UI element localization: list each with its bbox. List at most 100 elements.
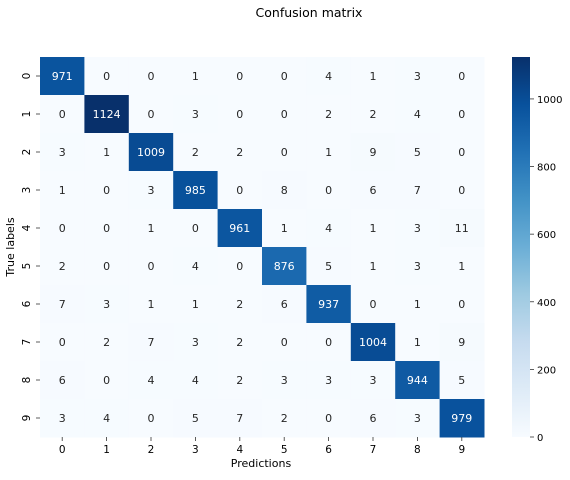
heatmap-cell-3-3 xyxy=(173,171,219,210)
heatmap-cell-4-1 xyxy=(84,209,130,248)
cell-value-label-9-6: 0 xyxy=(325,412,332,425)
heatmap-cell-2-3 xyxy=(173,133,219,172)
heatmap-cell-0-8 xyxy=(395,57,441,96)
cell-value-label-5-6: 5 xyxy=(325,260,332,273)
heatmap-cell-1-6 xyxy=(306,95,352,134)
cell-value-label-4-7: 1 xyxy=(370,222,377,235)
heatmap-cell-3-5 xyxy=(262,171,307,210)
cell-value-label-8-3: 4 xyxy=(192,374,199,387)
cell-value-label-2-8: 5 xyxy=(414,146,421,159)
heatmap-cell-8-6 xyxy=(306,361,352,400)
cell-value-label-6-7: 0 xyxy=(370,298,377,311)
cell-value-label-7-6: 0 xyxy=(325,336,332,349)
heatmap-cell-6-0 xyxy=(40,285,85,324)
cell-value-label-0-7: 1 xyxy=(370,70,377,83)
cell-value-label-1-9: 0 xyxy=(458,108,465,121)
heatmap-cell-7-5 xyxy=(262,323,307,362)
colorbar: 0 200 400 600 800 1000 xyxy=(512,57,562,444)
heatmap-cell-6-1 xyxy=(84,285,130,324)
x-tick-label-2: 2 xyxy=(148,444,155,456)
cell-value-label-9-1: 4 xyxy=(103,412,110,425)
heatmap-cell-9-5 xyxy=(262,399,307,438)
heatmap-cell-2-5 xyxy=(262,133,307,172)
cell-value-label-4-4: 961 xyxy=(229,222,250,235)
heatmap-cell-2-8 xyxy=(395,133,441,172)
heatmap-cell-3-9 xyxy=(439,171,485,210)
cell-value-label-9-8: 3 xyxy=(414,412,421,425)
heatmap-cell-6-2 xyxy=(128,285,174,324)
heatmap-cell-0-3 xyxy=(173,57,219,96)
heatmap-cell-2-7 xyxy=(350,133,396,172)
x-tick-label-0: 0 xyxy=(59,444,66,456)
chart-title: Confusion matrix xyxy=(256,5,363,20)
cell-value-label-3-9: 0 xyxy=(458,184,465,197)
x-axis-label: Predictions xyxy=(231,457,292,470)
cell-value-label-2-7: 9 xyxy=(370,146,377,159)
heatmap-cell-5-1 xyxy=(84,247,130,286)
cell-value-label-4-1: 0 xyxy=(103,222,110,235)
cell-value-label-3-7: 6 xyxy=(370,184,377,197)
cell-value-label-0-8: 3 xyxy=(414,70,421,83)
x-tick-label-7: 7 xyxy=(370,444,377,456)
cell-value-label-3-5: 8 xyxy=(281,184,288,197)
colorbar-tick-label-0: 0 xyxy=(537,433,543,444)
x-tick-label-8: 8 xyxy=(414,444,421,456)
heatmap-cell-4-9 xyxy=(439,209,485,248)
cell-value-label-8-7: 3 xyxy=(370,374,377,387)
heatmap-cell-8-0 xyxy=(40,361,85,400)
heatmap-cell-1-5 xyxy=(262,95,307,134)
heatmap-cell-6-6 xyxy=(306,285,352,324)
heatmap-cell-5-9 xyxy=(439,247,485,286)
heatmap-cell-4-3 xyxy=(173,209,219,248)
cell-value-label-1-1: 1124 xyxy=(93,108,121,121)
x-tick-label-9: 9 xyxy=(458,444,465,456)
heatmap-cell-8-3 xyxy=(173,361,219,400)
heatmap-cell-0-9 xyxy=(439,57,485,96)
heatmap-cell-7-7 xyxy=(350,323,396,362)
cell-value-label-2-5: 0 xyxy=(281,146,288,159)
cell-value-label-3-8: 7 xyxy=(414,184,421,197)
heatmap-cell-2-2 xyxy=(128,133,174,172)
heatmap-cell-1-1 xyxy=(84,95,130,134)
cell-value-label-9-9: 979 xyxy=(451,412,472,425)
y-tick-label-5: 5 xyxy=(21,263,33,270)
heatmap-cell-5-0 xyxy=(40,247,85,286)
cell-value-label-7-2: 7 xyxy=(148,336,155,349)
y-tick-label-0: 0 xyxy=(21,73,33,80)
heatmap-cell-0-6 xyxy=(306,57,352,96)
heatmap-cell-9-4 xyxy=(217,399,263,438)
heatmap-cell-5-2 xyxy=(128,247,174,286)
heatmap-cell-4-4 xyxy=(217,209,263,248)
heatmap-cell-0-2 xyxy=(128,57,174,96)
cell-value-label-4-3: 0 xyxy=(192,222,199,235)
cell-value-label-8-1: 0 xyxy=(103,374,110,387)
heatmap-cell-7-3 xyxy=(173,323,219,362)
cell-value-label-2-0: 3 xyxy=(59,146,66,159)
heatmap-cell-7-2 xyxy=(128,323,174,362)
x-tick-label-3: 3 xyxy=(192,444,199,456)
heatmap-cell-3-4 xyxy=(217,171,263,210)
heatmap-cell-0-7 xyxy=(350,57,396,96)
heatmap-cell-3-0 xyxy=(40,171,85,210)
cell-value-label-6-9: 0 xyxy=(458,298,465,311)
heatmap-cell-1-7 xyxy=(350,95,396,134)
cell-value-label-2-6: 1 xyxy=(325,146,332,159)
heatmap-cell-8-7 xyxy=(350,361,396,400)
cell-value-label-5-3: 4 xyxy=(192,260,199,273)
heatmap-cell-6-9 xyxy=(439,285,485,324)
cell-value-label-5-1: 0 xyxy=(103,260,110,273)
cell-value-label-5-5: 876 xyxy=(274,260,295,273)
cell-value-label-6-2: 1 xyxy=(148,298,155,311)
heatmap-cell-2-4 xyxy=(217,133,263,172)
cell-value-label-8-8: 944 xyxy=(407,374,428,387)
cell-value-label-8-0: 6 xyxy=(59,374,66,387)
heatmap-cell-5-3 xyxy=(173,247,219,286)
heatmap-cell-9-2 xyxy=(128,399,174,438)
cell-value-label-2-2: 1009 xyxy=(137,146,165,159)
cell-value-label-1-8: 4 xyxy=(414,108,421,121)
y-tick-label-7: 7 xyxy=(21,339,33,346)
cell-value-label-3-1: 0 xyxy=(103,184,110,197)
cell-value-label-7-4: 2 xyxy=(236,336,243,349)
